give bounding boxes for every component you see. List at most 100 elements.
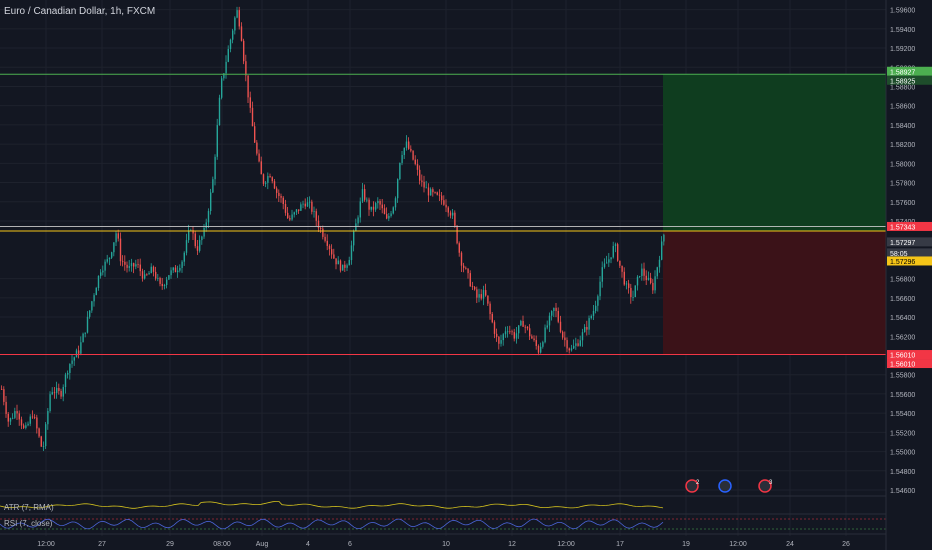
candle-body bbox=[104, 261, 106, 271]
candle-body bbox=[174, 267, 177, 273]
time-tick-label: 19 bbox=[682, 541, 690, 548]
price-label-bg bbox=[887, 221, 932, 231]
candle-body bbox=[203, 228, 205, 237]
time-tick-label: 26 bbox=[842, 541, 850, 548]
candle-body bbox=[221, 78, 223, 98]
price-label: 58:05 bbox=[890, 251, 908, 258]
candle-body bbox=[577, 343, 579, 346]
candle-body bbox=[152, 266, 155, 272]
candle-body bbox=[405, 141, 408, 148]
indicator-panes bbox=[0, 495, 932, 535]
candle-body bbox=[531, 336, 533, 339]
candle-body bbox=[621, 265, 623, 272]
price-axis-bg bbox=[886, 0, 932, 550]
time-tick-label: 12 bbox=[508, 541, 516, 548]
candle-body bbox=[273, 181, 276, 189]
candle-body bbox=[240, 26, 243, 41]
price-label-bg bbox=[887, 75, 932, 85]
candle-body bbox=[628, 283, 630, 288]
candle-body bbox=[139, 264, 141, 272]
price-tick-label: 1.56400 bbox=[890, 315, 915, 322]
candle-body bbox=[663, 234, 665, 242]
price-tick-label: 1.59600 bbox=[890, 8, 915, 15]
time-tick-label: 6 bbox=[348, 541, 352, 548]
price-tick-label: 1.55800 bbox=[890, 373, 915, 380]
candle-body bbox=[141, 271, 144, 279]
candle-body bbox=[647, 277, 650, 281]
candle-body bbox=[280, 196, 282, 198]
candle-body bbox=[159, 277, 161, 284]
candle-body bbox=[194, 233, 196, 247]
candle-body bbox=[573, 345, 575, 349]
candle-body bbox=[14, 411, 16, 418]
candle-body bbox=[515, 333, 518, 339]
candle-body bbox=[375, 203, 377, 210]
candle-body bbox=[529, 328, 531, 337]
candle-body bbox=[394, 198, 397, 208]
price-tick-label: 1.56600 bbox=[890, 296, 915, 303]
candle-body bbox=[223, 73, 225, 79]
candle-body bbox=[60, 390, 62, 397]
candle-body bbox=[328, 245, 331, 250]
candle-body bbox=[322, 228, 324, 237]
candle-body bbox=[639, 276, 641, 277]
candle-body bbox=[172, 267, 174, 271]
candle-body bbox=[25, 425, 27, 428]
candle-body bbox=[474, 287, 476, 290]
candle-body bbox=[258, 153, 260, 162]
candle-body bbox=[359, 201, 361, 218]
candle-body bbox=[500, 340, 502, 344]
candle-body bbox=[597, 296, 599, 306]
candle-body bbox=[410, 148, 412, 151]
candle-body bbox=[601, 267, 603, 282]
candle-body bbox=[122, 261, 124, 263]
candle-body bbox=[364, 189, 366, 200]
price-label-bg bbox=[887, 248, 932, 258]
candle-body bbox=[78, 350, 80, 354]
candle-body bbox=[205, 222, 207, 229]
candle-body bbox=[256, 142, 258, 154]
candle-body bbox=[267, 176, 269, 183]
time-tick-label: 27 bbox=[98, 541, 106, 548]
candle-body bbox=[119, 238, 122, 262]
candle-body bbox=[196, 246, 199, 251]
candles bbox=[1, 6, 665, 451]
candle-body bbox=[513, 332, 515, 339]
candle-body bbox=[383, 208, 386, 215]
candle-body bbox=[654, 276, 656, 291]
candle-body bbox=[489, 303, 491, 314]
price-tick-label: 1.58800 bbox=[890, 84, 915, 91]
candle-body bbox=[232, 30, 234, 40]
candle-body bbox=[460, 252, 463, 266]
candle-body bbox=[254, 126, 256, 143]
candle-body bbox=[522, 321, 524, 327]
candle-body bbox=[344, 264, 346, 268]
candle-body bbox=[111, 252, 113, 258]
candle-body bbox=[623, 271, 625, 285]
candle-body bbox=[544, 327, 546, 343]
candle-body bbox=[51, 392, 53, 395]
price-tick-label: 1.55600 bbox=[890, 392, 915, 399]
candle-body bbox=[93, 295, 95, 302]
price-tick-label: 1.58200 bbox=[890, 142, 915, 149]
candle-body bbox=[36, 417, 38, 429]
candle-body bbox=[124, 261, 126, 265]
time-tick-label: 12:00 bbox=[37, 541, 55, 548]
candle-body bbox=[485, 290, 487, 296]
candle-body bbox=[313, 211, 315, 213]
candle-body bbox=[355, 223, 357, 232]
candle-body bbox=[177, 270, 179, 273]
event-marker: 2 bbox=[685, 479, 700, 493]
candle-body bbox=[137, 264, 139, 266]
candle-body bbox=[348, 260, 350, 266]
candle-body bbox=[540, 346, 542, 353]
candle-body bbox=[335, 258, 337, 265]
candle-body bbox=[419, 169, 421, 181]
event-marker-icon bbox=[685, 479, 699, 493]
candle-body bbox=[262, 174, 265, 184]
candle-body bbox=[168, 275, 170, 280]
candle-body bbox=[566, 340, 568, 349]
candle-body bbox=[185, 240, 188, 253]
candle-body bbox=[386, 214, 388, 219]
